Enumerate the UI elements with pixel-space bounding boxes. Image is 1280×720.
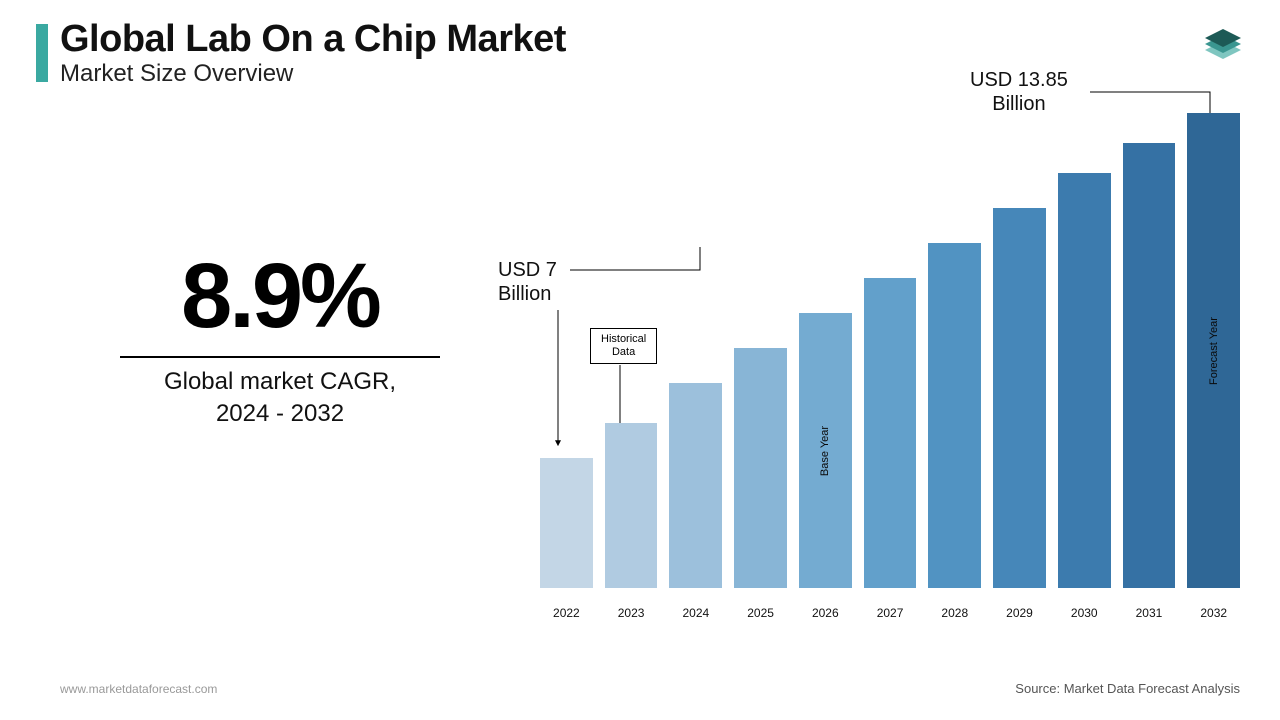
cagr-stat: 8.9% Global market CAGR, 2024 - 2032 xyxy=(120,250,440,431)
x-tick: 2029 xyxy=(993,606,1046,620)
bar xyxy=(864,278,917,588)
bar xyxy=(734,348,787,588)
x-tick: 2027 xyxy=(864,606,917,620)
x-tick: 2023 xyxy=(605,606,658,620)
bar-col: Base Year xyxy=(799,313,852,588)
bar: Base Year xyxy=(799,313,852,588)
bar: Forecast Year xyxy=(1187,113,1240,588)
x-tick: 2028 xyxy=(928,606,981,620)
page-title: Global Lab On a Chip Market xyxy=(60,18,566,61)
bar xyxy=(540,458,593,588)
bar-col xyxy=(669,383,722,588)
x-tick: 2026 xyxy=(799,606,852,620)
cagr-value: 8.9% xyxy=(120,250,440,342)
callout-end: USD 13.85 Billion xyxy=(970,68,1068,116)
market-chart: USD 13.85 Billion USD 7 Billion Historic… xyxy=(540,80,1240,620)
bar-col xyxy=(1058,173,1111,588)
bar-col xyxy=(993,208,1046,588)
x-tick: 2025 xyxy=(734,606,787,620)
bar-col xyxy=(928,243,981,588)
bar xyxy=(993,208,1046,588)
x-tick: 2030 xyxy=(1058,606,1111,620)
footer-url: www.marketdataforecast.com xyxy=(60,682,217,696)
x-tick: 2032 xyxy=(1187,606,1240,620)
bar xyxy=(605,423,658,588)
accent-bar xyxy=(36,24,48,82)
page-subtitle: Market Size Overview xyxy=(60,60,293,88)
callout-end-l1: USD 13.85 xyxy=(970,69,1068,91)
divider xyxy=(120,356,440,358)
bar-col xyxy=(1123,143,1176,588)
base-year-label: Base Year xyxy=(819,425,831,475)
footer-source: Source: Market Data Forecast Analysis xyxy=(1015,681,1240,696)
bar-col xyxy=(540,458,593,588)
bar xyxy=(1058,173,1111,588)
x-tick: 2031 xyxy=(1123,606,1176,620)
bar-col xyxy=(734,348,787,588)
callout-end-l2: Billion xyxy=(992,93,1045,115)
cagr-label-line1: Global market CAGR, xyxy=(120,366,440,398)
forecast-year-label: Forecast Year xyxy=(1208,317,1220,385)
bar xyxy=(669,383,722,588)
bar-col xyxy=(605,423,658,588)
bar-col: Forecast Year xyxy=(1187,113,1240,588)
cagr-label-line2: 2024 - 2032 xyxy=(120,398,440,430)
x-tick: 2024 xyxy=(669,606,722,620)
bar xyxy=(928,243,981,588)
bar-col xyxy=(864,278,917,588)
x-tick: 2022 xyxy=(540,606,593,620)
brand-logo xyxy=(1196,18,1250,72)
bar xyxy=(1123,143,1176,588)
